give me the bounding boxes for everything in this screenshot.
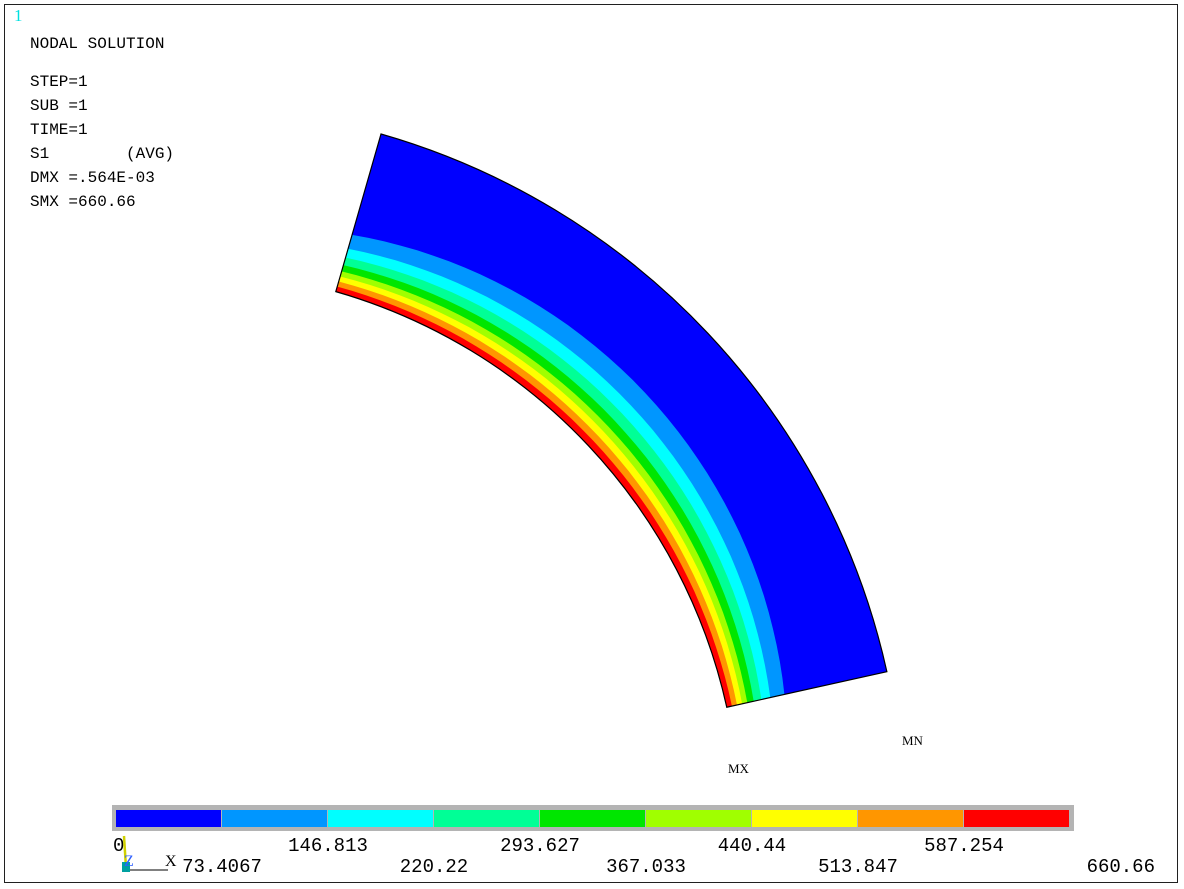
legend-label: 73.4067 bbox=[182, 856, 262, 878]
legend-label: 0 bbox=[113, 835, 124, 857]
legend-color-bands bbox=[116, 810, 1069, 827]
triad-origin bbox=[122, 862, 130, 872]
legend-label: 440.44 bbox=[718, 835, 786, 857]
legend-band-1 bbox=[222, 810, 327, 827]
info-step: STEP=1 bbox=[30, 73, 88, 91]
legend-band-3 bbox=[434, 810, 539, 827]
legend-band-2 bbox=[328, 810, 433, 827]
triad-z-label: Z bbox=[124, 853, 134, 870]
triad-x-label: X bbox=[165, 853, 177, 870]
legend-band-5 bbox=[646, 810, 751, 827]
legend-band-7 bbox=[858, 810, 963, 827]
min-marker: MN bbox=[902, 733, 924, 748]
legend-label: 146.813 bbox=[288, 835, 368, 857]
info-substep: SUB =1 bbox=[30, 97, 88, 115]
legend-band-8 bbox=[964, 810, 1069, 827]
legend-labels: 0 73.4067 146.813 220.22 293.627 367.033 440.4… bbox=[113, 835, 1155, 878]
arc-outline bbox=[335, 133, 888, 708]
info-dmx: DMX =.564E-03 bbox=[30, 169, 155, 187]
legend-band-6 bbox=[752, 810, 857, 827]
window-number: 1 bbox=[14, 6, 23, 25]
arc-contour-bands bbox=[335, 134, 887, 708]
coordinate-triad: Z X bbox=[122, 835, 177, 872]
legend-label: 587.254 bbox=[924, 835, 1004, 857]
plot-title: NODAL SOLUTION bbox=[30, 35, 164, 53]
legend-band-0 bbox=[116, 810, 221, 827]
legend-label: 293.627 bbox=[500, 835, 580, 857]
legend-label: 660.66 bbox=[1087, 856, 1155, 878]
info-smx: SMX =660.66 bbox=[30, 193, 136, 211]
legend-label: 220.22 bbox=[400, 856, 468, 878]
info-time: TIME=1 bbox=[30, 121, 88, 139]
contour-legend: 0 73.4067 146.813 220.22 293.627 367.033 440.4… bbox=[112, 805, 1155, 878]
max-marker: MX bbox=[728, 761, 750, 776]
legend-label: 513.847 bbox=[818, 856, 898, 878]
info-result-item: S1 (AVG) bbox=[30, 145, 174, 163]
legend-band-4 bbox=[540, 810, 645, 827]
legend-label: 367.033 bbox=[606, 856, 686, 878]
